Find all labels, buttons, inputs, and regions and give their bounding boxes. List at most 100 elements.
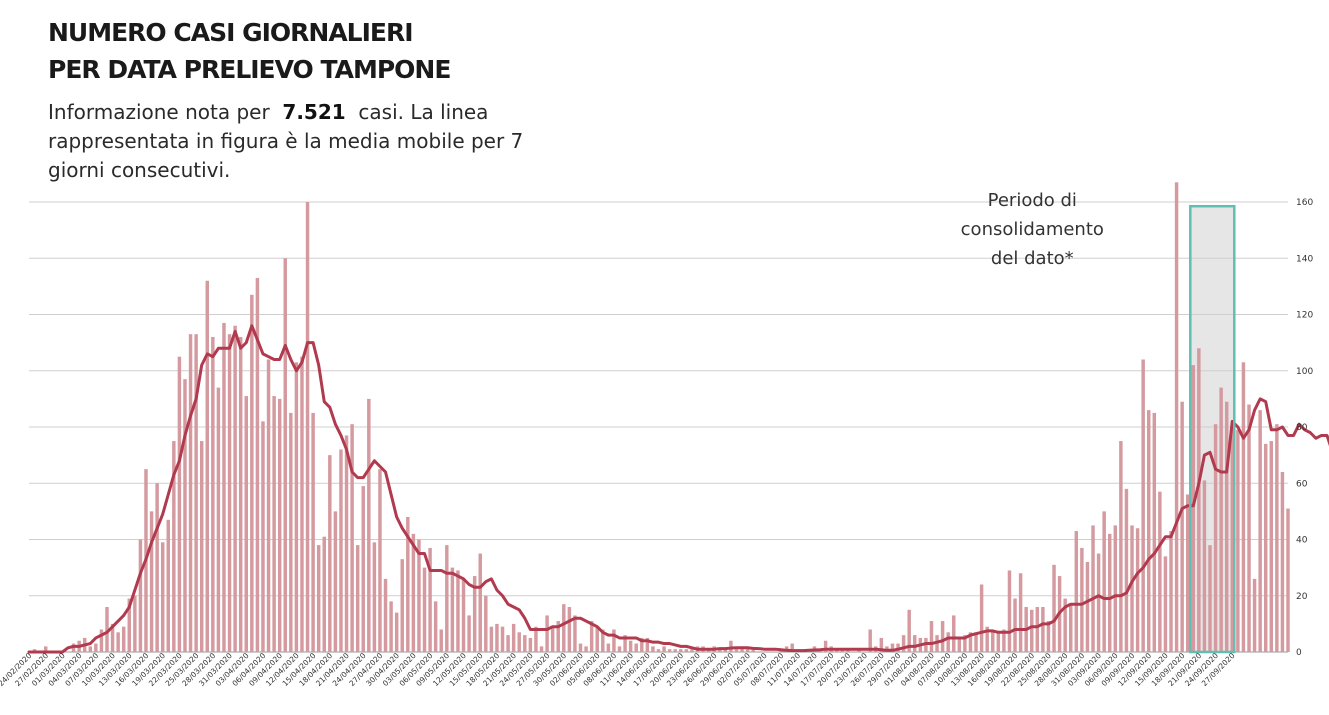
bar-153 — [879, 637, 884, 652]
bar-191 — [1091, 525, 1095, 652]
bar-177 — [1013, 598, 1017, 652]
bar-46 — [283, 258, 287, 652]
bar-158 — [907, 609, 911, 652]
bar-47 — [289, 412, 293, 652]
bar-12 — [94, 643, 98, 652]
bar-155 — [890, 643, 895, 652]
bars — [32, 182, 1290, 652]
bar-64 — [383, 578, 388, 652]
y-axis-ticks: 0 20 40 60 80 100 120 140 160 — [1296, 198, 1313, 658]
bar-72 — [428, 547, 432, 652]
bar-180 — [1030, 609, 1034, 652]
y-tick-label-80: 80 — [1296, 423, 1308, 433]
bar-190 — [1085, 562, 1090, 652]
bar-167 — [957, 637, 962, 652]
bar-69 — [411, 533, 416, 652]
bar-82 — [484, 595, 488, 652]
bar-70 — [417, 539, 421, 652]
bar-56 — [339, 449, 343, 652]
bar-29 — [188, 334, 193, 652]
bar-124 — [718, 649, 722, 652]
moving-average-line-group — [27, 324, 1329, 654]
bar-116 — [673, 649, 677, 652]
bar-20 — [138, 539, 143, 652]
bar-115 — [667, 649, 672, 652]
bar-218 — [1241, 362, 1246, 652]
bar-223 — [1269, 441, 1274, 652]
bar-169 — [968, 632, 973, 652]
bar-98 — [573, 615, 577, 652]
bar-30 — [194, 334, 198, 652]
bar-39 — [244, 396, 248, 652]
bar-171 — [979, 584, 984, 652]
bar-63 — [378, 469, 382, 652]
bar-222 — [1263, 443, 1268, 652]
bar-216 — [1230, 429, 1235, 652]
bar-111 — [645, 637, 650, 652]
bar-170 — [974, 632, 978, 652]
bar-25 — [166, 519, 170, 652]
moving-average-line — [27, 324, 1329, 654]
bar-86 — [506, 635, 510, 652]
bar-76 — [450, 567, 455, 652]
bar-36 — [227, 334, 232, 652]
bar-27 — [177, 356, 182, 652]
bar-65 — [389, 601, 393, 652]
bar-26 — [172, 441, 176, 652]
bar-94 — [550, 626, 555, 652]
chart-subtitle: Informazione nota per 7.521 casi. La lin… — [48, 98, 568, 185]
bar-33 — [211, 337, 215, 652]
bar-68 — [406, 517, 410, 652]
annotation-line-3: del dato* — [991, 248, 1074, 269]
bar-196 — [1119, 441, 1123, 652]
bar-55 — [333, 511, 338, 652]
bar-11 — [88, 646, 93, 652]
bar-91 — [534, 626, 538, 652]
bar-38 — [238, 337, 243, 652]
y-tick-label-100: 100 — [1296, 367, 1313, 377]
bar-52 — [316, 545, 321, 652]
bar-88 — [517, 632, 521, 652]
bar-85 — [500, 626, 505, 652]
bar-126 — [729, 640, 733, 652]
bar-159 — [913, 635, 917, 652]
x-axis-ticks: 24/02/202027/02/202001/03/202004/03/2020… — [0, 651, 1237, 688]
bar-197 — [1124, 488, 1129, 652]
bar-101 — [589, 621, 594, 652]
bar-84 — [495, 623, 499, 652]
total-cases-value: 7.521 — [282, 100, 346, 124]
bar-214 — [1219, 387, 1223, 652]
bar-206 — [1174, 182, 1179, 652]
bar-112 — [651, 646, 655, 652]
bar-211 — [1202, 480, 1207, 652]
bar-151 — [868, 629, 872, 652]
bar-24 — [160, 542, 165, 652]
y-tick-label-60: 60 — [1296, 479, 1308, 489]
bar-45 — [277, 398, 282, 652]
bar-187 — [1069, 604, 1073, 652]
bar-77 — [456, 570, 460, 652]
bar-49 — [300, 356, 304, 652]
bar-209 — [1191, 365, 1196, 652]
y-tick-label-160: 160 — [1296, 198, 1313, 208]
bar-15 — [110, 623, 115, 652]
bar-89 — [523, 635, 527, 652]
bar-18 — [127, 598, 132, 652]
bar-31 — [199, 441, 204, 652]
bar-58 — [350, 424, 354, 652]
bar-173 — [991, 629, 995, 652]
bar-164 — [940, 621, 945, 652]
bar-92 — [539, 646, 544, 652]
bar-184 — [1052, 564, 1056, 652]
bar-80 — [472, 576, 477, 652]
bar-43 — [266, 359, 271, 652]
bar-102 — [595, 626, 599, 652]
bar-213 — [1213, 424, 1218, 652]
bar-189 — [1080, 547, 1084, 652]
bar-53 — [322, 536, 326, 652]
bar-57 — [344, 435, 349, 652]
bar-106 — [617, 646, 622, 652]
bar-175 — [1002, 629, 1006, 652]
consolidation-period-box — [1189, 204, 1236, 654]
bar-203 — [1158, 491, 1162, 652]
